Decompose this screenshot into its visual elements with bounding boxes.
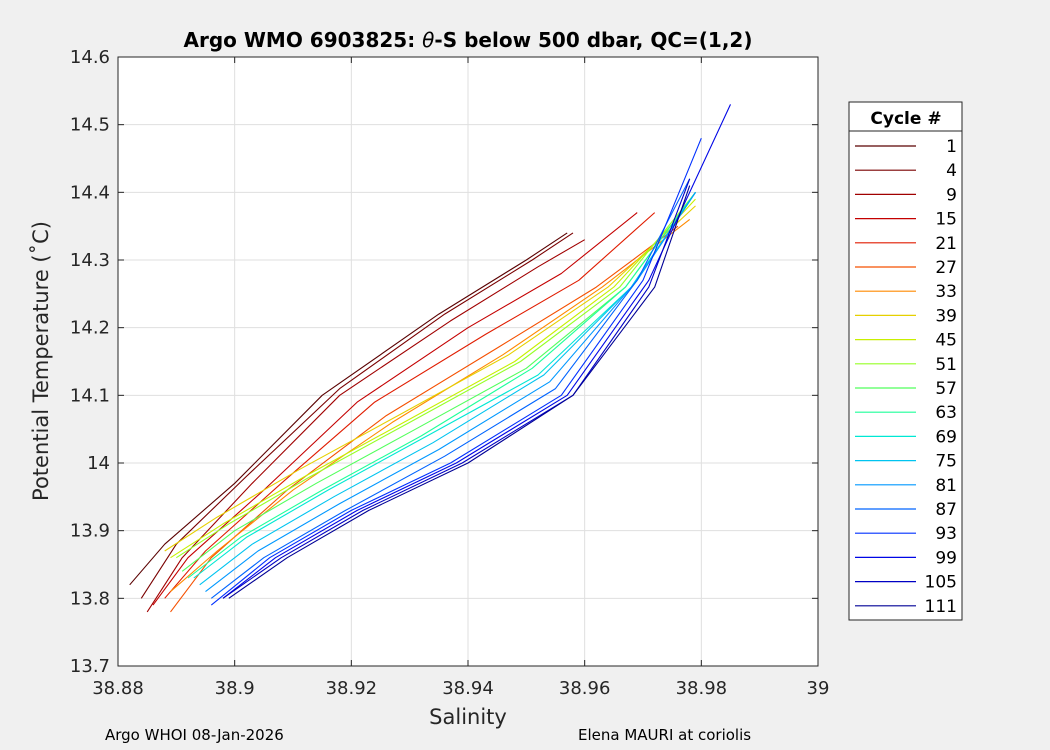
legend-label-45: 45 bbox=[935, 331, 957, 351]
x-tick-label: 38.92 bbox=[326, 678, 378, 699]
series-line-cycle-15 bbox=[152, 212, 638, 606]
legend-label-87: 87 bbox=[935, 500, 957, 520]
x-tick-label: 38.98 bbox=[676, 678, 728, 699]
series-line-cycle-99 bbox=[222, 104, 731, 599]
series-line-cycle-93 bbox=[210, 137, 702, 606]
chart-title: Argo WMO 6903825: θ-S below 500 dbar, QC… bbox=[184, 28, 753, 52]
x-tick-label: 39 bbox=[807, 678, 830, 699]
y-tick-label: 14.3 bbox=[70, 250, 110, 271]
series-line-cycle-111 bbox=[228, 185, 691, 599]
legend-label-99: 99 bbox=[935, 548, 957, 568]
x-tick-label: 38.88 bbox=[92, 678, 144, 699]
series-line-cycle-21 bbox=[164, 212, 656, 599]
series-line-cycle-51 bbox=[176, 191, 696, 559]
legend-label-27: 27 bbox=[935, 258, 957, 278]
legend-label-93: 93 bbox=[935, 524, 957, 544]
legend-label-1: 1 bbox=[946, 137, 957, 157]
legend-label-111: 111 bbox=[925, 597, 957, 617]
legend-label-81: 81 bbox=[935, 476, 957, 496]
series-line-cycle-1 bbox=[129, 232, 568, 586]
y-tick-label: 13.8 bbox=[70, 588, 110, 609]
y-tick-label: 13.9 bbox=[70, 521, 110, 542]
x-axis-title: Salinity bbox=[429, 705, 507, 729]
y-tick-label: 14.6 bbox=[70, 47, 110, 68]
series-line-cycle-27 bbox=[170, 225, 679, 613]
x-tick-label: 38.9 bbox=[215, 678, 255, 699]
y-tick-label: 14.4 bbox=[70, 182, 110, 203]
legend: Cycle # 1 4 9 15 21 27 33 39 45 51 57 63 69 75 81 87 93 9… bbox=[848, 101, 963, 621]
legend-label-15: 15 bbox=[935, 210, 957, 230]
y-axis-title: Potential Temperature (˚C) bbox=[29, 221, 53, 501]
y-tick-label: 14 bbox=[87, 453, 110, 474]
legend-label-4: 4 bbox=[946, 161, 957, 181]
series-line-cycle-87 bbox=[210, 178, 691, 599]
y-tick-label: 14.1 bbox=[70, 385, 110, 406]
y-tick-label: 14.2 bbox=[70, 318, 110, 339]
y-tick-label: 13.7 bbox=[70, 656, 110, 677]
legend-label-39: 39 bbox=[935, 306, 957, 326]
legend-label-57: 57 bbox=[935, 379, 957, 399]
legend-label-9: 9 bbox=[946, 185, 957, 205]
footer-credit-left: Argo WHOI 08-Jan-2026 bbox=[105, 726, 284, 744]
legend-label-63: 63 bbox=[935, 403, 957, 423]
series-line-cycle-9 bbox=[146, 239, 585, 613]
series-line-cycle-63 bbox=[187, 191, 696, 579]
legend-label-21: 21 bbox=[935, 234, 957, 254]
series-line-cycle-105 bbox=[222, 178, 691, 599]
series-line-cycle-39 bbox=[164, 205, 696, 552]
x-tick-label: 38.94 bbox=[442, 678, 494, 699]
y-tick-label: 14.5 bbox=[70, 115, 110, 136]
legend-items: 1 4 9 15 21 27 33 39 45 51 57 63 69 75 81 87 93 99 105 111 bbox=[855, 137, 957, 617]
legend-label-105: 105 bbox=[925, 573, 957, 593]
x-tick-label: 38.96 bbox=[559, 678, 611, 699]
series-layer bbox=[129, 104, 731, 613]
series-line-cycle-4 bbox=[140, 232, 574, 599]
y-axis-ticks: 13.7 13.8 13.9 14 14.1 14.2 14.3 14.4 14.5 14.6 bbox=[70, 47, 818, 677]
footer-credit-right: Elena MAURI at coriolis bbox=[578, 726, 752, 744]
legend-title: Cycle # bbox=[870, 109, 941, 129]
legend-label-75: 75 bbox=[935, 452, 957, 472]
legend-label-69: 69 bbox=[935, 427, 957, 447]
legend-label-33: 33 bbox=[935, 282, 957, 302]
x-axis-ticks: 38.88 38.9 38.92 38.94 38.96 38.98 39 bbox=[92, 57, 829, 699]
legend-label-51: 51 bbox=[935, 355, 957, 375]
series-line-cycle-45 bbox=[170, 198, 696, 559]
series-line-cycle-33 bbox=[170, 218, 691, 593]
